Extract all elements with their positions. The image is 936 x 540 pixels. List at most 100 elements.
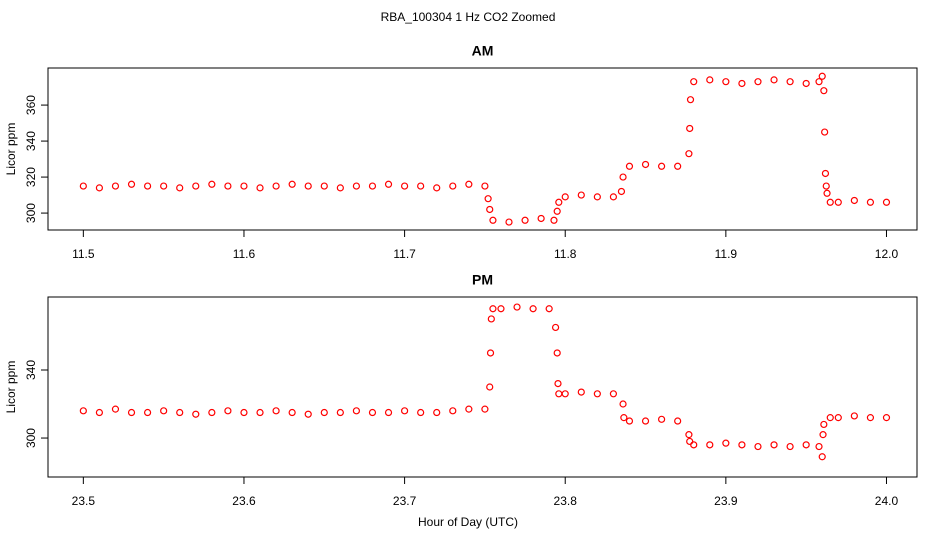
x-tick-label: 23.5 bbox=[72, 494, 96, 508]
data-point bbox=[686, 124, 694, 133]
panel-title: AM bbox=[472, 43, 494, 59]
data-point bbox=[686, 96, 695, 104]
data-point bbox=[550, 216, 558, 224]
data-point bbox=[819, 431, 827, 439]
x-tick-label: 11.8 bbox=[554, 247, 577, 261]
data-point bbox=[256, 184, 264, 192]
data-point bbox=[384, 180, 393, 188]
y-tick-label: 340 bbox=[24, 360, 38, 380]
data-point bbox=[489, 216, 497, 224]
panel-title: PM bbox=[472, 272, 493, 288]
data-point bbox=[826, 198, 834, 206]
data-point bbox=[465, 180, 473, 188]
y-tick-label: 300 bbox=[24, 203, 38, 223]
data-point bbox=[497, 305, 505, 313]
data-point bbox=[820, 420, 828, 429]
data-point bbox=[160, 407, 168, 415]
data-point bbox=[272, 182, 280, 190]
data-point bbox=[821, 128, 829, 136]
data-point bbox=[685, 431, 693, 439]
data-point bbox=[537, 214, 545, 223]
data-point bbox=[143, 408, 152, 417]
data-point bbox=[593, 390, 601, 398]
data-point bbox=[240, 182, 248, 190]
data-point bbox=[820, 87, 828, 95]
data-point bbox=[320, 408, 328, 417]
data-point bbox=[553, 207, 561, 215]
data-point bbox=[555, 390, 563, 398]
data-point bbox=[823, 189, 831, 197]
data-point bbox=[433, 408, 441, 417]
data-point bbox=[513, 303, 521, 311]
x-tick-label: 11.6 bbox=[233, 247, 256, 261]
data-point bbox=[304, 182, 312, 190]
data-point bbox=[850, 412, 858, 420]
data-point bbox=[505, 218, 513, 226]
data-point bbox=[754, 442, 762, 451]
data-point bbox=[111, 405, 120, 413]
data-point bbox=[706, 441, 714, 449]
y-tick-label: 360 bbox=[24, 95, 38, 115]
data-point bbox=[850, 196, 858, 205]
data-point bbox=[484, 195, 492, 203]
data-point bbox=[272, 407, 280, 415]
data-point bbox=[486, 205, 494, 214]
x-tick-label: 11.9 bbox=[715, 247, 738, 261]
data-point bbox=[658, 415, 666, 423]
data-point bbox=[486, 383, 494, 391]
data-point bbox=[208, 180, 216, 188]
plot-frame bbox=[47, 296, 918, 478]
data-point bbox=[882, 414, 891, 422]
data-point bbox=[127, 408, 136, 417]
y-axis-label: Licor ppm bbox=[4, 361, 18, 414]
data-point bbox=[619, 400, 627, 408]
data-point bbox=[770, 441, 778, 449]
data-point bbox=[722, 439, 730, 447]
data-point bbox=[111, 182, 120, 190]
data-point bbox=[224, 407, 232, 415]
y-tick-label: 320 bbox=[24, 167, 38, 187]
data-point bbox=[176, 408, 184, 417]
data-point bbox=[738, 79, 746, 88]
y-tick-label: 300 bbox=[24, 428, 38, 448]
data-point bbox=[815, 442, 823, 451]
x-tick-label: 23.7 bbox=[393, 494, 417, 508]
data-point bbox=[95, 184, 104, 192]
data-point bbox=[336, 408, 344, 417]
x-tick-label: 23.8 bbox=[554, 494, 578, 508]
data-point bbox=[561, 390, 569, 398]
data-point bbox=[722, 78, 730, 86]
data-point bbox=[834, 414, 842, 422]
data-point bbox=[686, 437, 694, 446]
data-point bbox=[690, 441, 698, 449]
x-tick-label: 11.7 bbox=[393, 247, 416, 261]
data-point bbox=[288, 408, 296, 417]
data-point bbox=[95, 408, 104, 417]
data-point bbox=[674, 417, 682, 425]
data-point bbox=[208, 408, 216, 417]
data-point bbox=[641, 417, 650, 425]
data-point bbox=[826, 414, 834, 422]
data-point bbox=[834, 198, 842, 206]
data-point bbox=[487, 315, 495, 323]
data-point bbox=[192, 410, 200, 418]
data-point bbox=[160, 182, 168, 190]
data-point bbox=[625, 417, 634, 425]
data-point bbox=[417, 408, 425, 417]
data-point bbox=[770, 76, 778, 84]
data-point bbox=[866, 414, 875, 422]
data-point bbox=[192, 182, 200, 190]
data-point bbox=[465, 405, 473, 413]
data-point bbox=[822, 182, 830, 190]
data-point bbox=[786, 442, 794, 451]
data-point bbox=[553, 349, 561, 357]
data-point bbox=[866, 198, 875, 206]
data-point bbox=[352, 182, 361, 190]
data-point bbox=[449, 182, 457, 190]
data-point bbox=[685, 150, 693, 158]
data-point bbox=[529, 305, 537, 313]
data-point bbox=[577, 191, 585, 199]
data-point bbox=[818, 453, 826, 461]
data-point bbox=[481, 405, 489, 413]
